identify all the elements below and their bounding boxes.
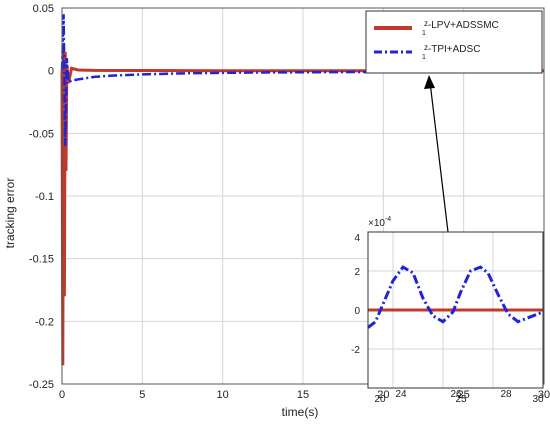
y-tick-label: -0.25: [29, 379, 54, 391]
y-axis-label: tracking error: [3, 178, 17, 249]
x-axis-label: time(s): [282, 405, 319, 419]
legend-box: [365, 10, 543, 74]
legend-label-sub: 1: [422, 54, 426, 61]
arrow-line: [429, 81, 449, 233]
y-tick-label: -0.15: [29, 254, 54, 266]
x-tick-label: 20: [377, 389, 389, 401]
inset-y-tick-label: 0: [354, 306, 360, 317]
inset-y-tick-label: 4: [354, 233, 360, 244]
inset-multiplier-exponent: -4: [385, 216, 391, 223]
legend-label: z 1-TPI+ADSC: [422, 43, 480, 61]
inset-x-tick-label: 30: [532, 394, 544, 405]
y-tick-label: -0.1: [35, 191, 54, 203]
legend-label-rest: -LPV+ADSSMC: [428, 20, 499, 31]
arrow-head: [424, 75, 435, 89]
y-tick-label: 0.05: [33, 3, 54, 15]
main-series-group: [60, 14, 544, 366]
inset-series-line-tpi-adsc: [367, 265, 544, 329]
inset-x-tick-label: 24: [395, 389, 407, 400]
legend-label: z 1-LPV+ADSSMC: [422, 19, 499, 37]
inset-series-group: [367, 265, 544, 329]
y-tick-label: -0.2: [35, 316, 54, 328]
y-tick-label: -0.05: [29, 128, 54, 140]
x-tick-label: 0: [59, 389, 65, 401]
inset-multiplier-base: ×10: [368, 218, 385, 229]
inset-y-tick-label: 2: [354, 267, 360, 278]
inset-x-tick-label: 25: [455, 394, 467, 405]
legend-label-main: z: [424, 19, 428, 28]
x-tick-label: 15: [297, 389, 309, 401]
x-tick-label: 10: [217, 389, 229, 401]
legend-label-rest: -TPI+ADSC: [428, 44, 481, 55]
inset-y-tick-label: -2: [351, 345, 360, 356]
x-tick-label: 5: [139, 389, 145, 401]
inset-x-tick-label: 28: [500, 389, 512, 400]
main-tick-labels: 0 5 10 15 20 25 300.050-0.05-0.1-0.15-0.2-0.25: [29, 3, 550, 401]
inset-x-tick-label: 26: [450, 389, 462, 400]
annotation-arrow: [424, 75, 449, 233]
inset-multiplier: ×10-4: [368, 216, 391, 229]
legend-label-main: z: [424, 43, 428, 52]
inset-x-tick-label: 20: [374, 394, 386, 405]
y-tick-label: 0: [48, 66, 54, 78]
main-plot-frame: [61, 7, 545, 385]
legend-label-sub: 1: [422, 30, 426, 37]
x-tick-label: 30: [538, 389, 550, 401]
x-tick-label: 25: [458, 389, 470, 401]
inset-frame: [367, 231, 544, 389]
series-line-tpi-adsc: [60, 14, 544, 146]
